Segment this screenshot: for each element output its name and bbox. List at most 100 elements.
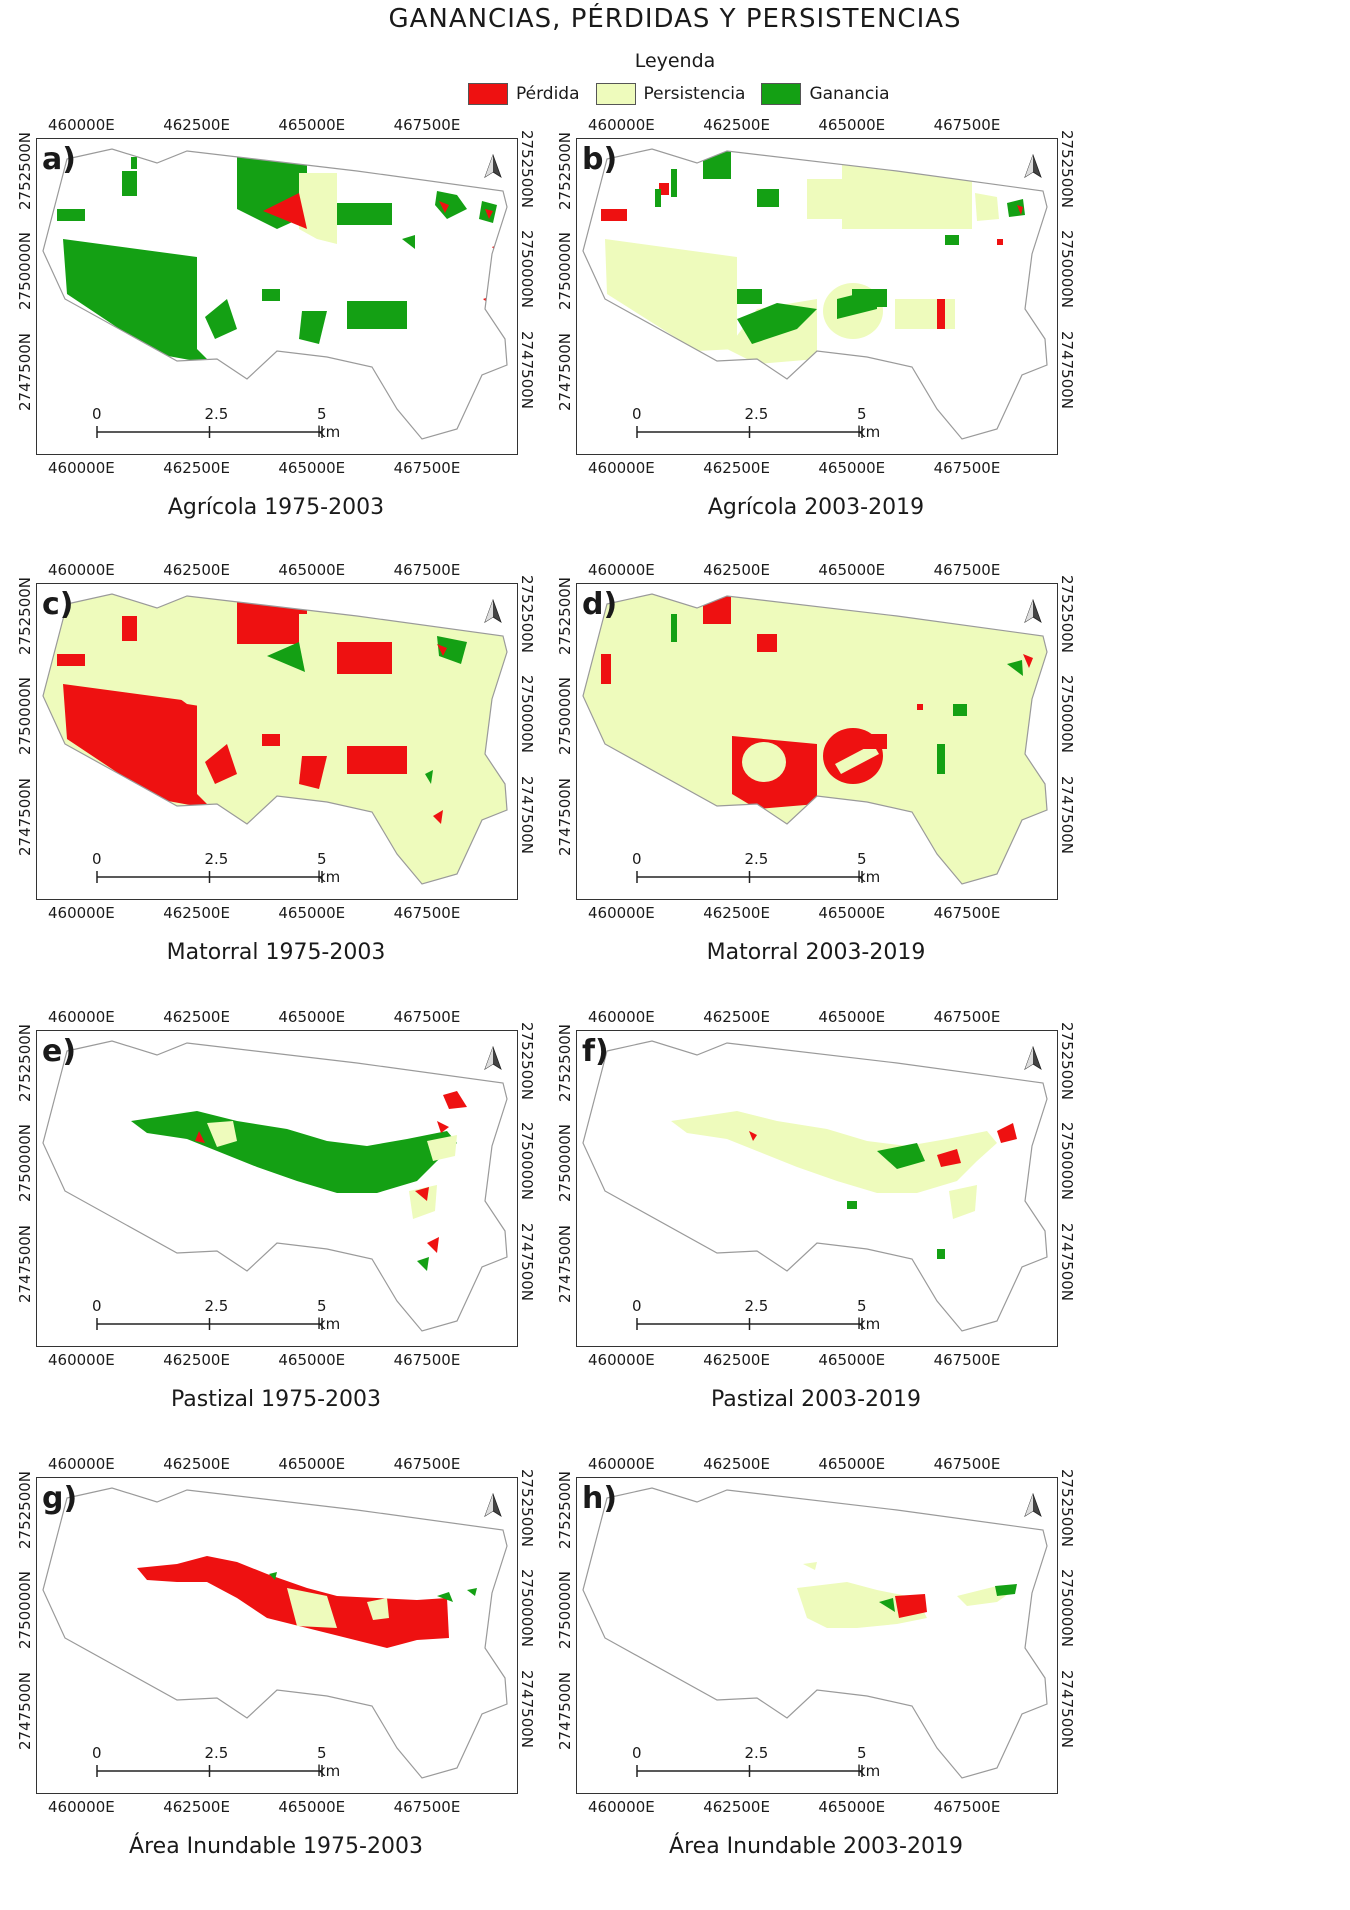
x-tick-label-bottom: 467500E [393,1798,461,1816]
x-tick-label-top: 465000E [278,1008,346,1026]
study-area-outline [42,1040,508,1332]
map-region [937,299,945,329]
y-tick-label-right: 2747500N [1058,776,1076,855]
x-tick-label-top: 462500E [703,561,770,579]
x-tick-label-bottom: 462500E [703,1798,770,1816]
x-tick-label-top: 462500E [703,1455,770,1473]
map-region [997,1123,1017,1143]
panel-letter: g) [42,1481,78,1516]
map-region [437,1121,449,1133]
figure-title: GANANCIAS, PÉRDIDAS Y PERSISTENCIAS [388,4,962,34]
map-region [937,1149,961,1167]
map-frame [36,583,518,900]
map-region [835,744,879,774]
map-region [917,704,923,710]
map-region [807,179,842,219]
x-tick-label-bottom: 467500E [393,904,461,922]
y-tick-label-right: 2752500N [1058,1468,1076,1547]
x-tick-label-top: 467500E [933,1008,1001,1026]
map-region [205,299,237,339]
scale-bar-label: 5 km [317,1297,341,1333]
x-tick-label-bottom: 467500E [933,1798,1001,1816]
x-tick-label-bottom: 460000E [48,1351,115,1369]
map-frame [576,583,1058,900]
y-tick-label-left: 2747500N [556,778,574,857]
x-tick-label-top: 467500E [393,1455,461,1473]
map-region [749,1131,757,1141]
y-tick-label-left: 2747500N [16,1672,34,1751]
map-region [347,301,407,329]
map-region [262,289,280,301]
x-tick-label-bottom: 465000E [818,1351,886,1369]
study-area-outline [582,148,1048,440]
map-region [337,203,392,225]
map-region [187,680,457,722]
panel-caption: Área Inundable 1975-2003 [129,1834,423,1859]
x-tick-label-top: 465000E [818,561,886,579]
y-tick-label-left: 2747500N [16,333,34,412]
map-region [601,209,627,221]
scale-bar-label: 0 [632,405,642,423]
map-region [757,189,779,207]
y-tick-label-left: 2752500N [16,576,34,655]
y-tick-label-right: 2747500N [1058,1670,1076,1749]
scale-bar-label: 5 km [857,1297,881,1333]
x-tick-label-top: 460000E [48,116,115,134]
study-area-outline [582,1040,1048,1332]
map-frame [36,1030,518,1347]
x-tick-label-top: 460000E [48,1455,115,1473]
map-region [63,239,212,364]
x-tick-label-bottom: 467500E [933,1351,1001,1369]
y-tick-label-right: 2750000N [1058,675,1076,754]
map-region [409,1185,437,1219]
x-tick-label-bottom: 465000E [818,459,886,477]
map-region [467,1588,477,1596]
map-svg [42,593,508,885]
map-region [605,239,737,351]
map-region [777,602,882,667]
map-svg [582,148,1048,440]
y-tick-label-left: 2750000N [16,1571,34,1650]
map-region [207,1121,237,1147]
map-region [439,201,449,213]
scale-bar-label: 0 [92,1744,102,1762]
x-tick-label-bottom: 460000E [48,1798,115,1816]
x-tick-label-bottom: 465000E [278,459,346,477]
x-tick-label-top: 467500E [933,116,1001,134]
map-region [847,1201,857,1209]
x-tick-label-bottom: 465000E [278,904,346,922]
study-area-outline [42,148,508,440]
map-frame [576,1477,1058,1794]
legend-swatch-persistencia [595,83,636,105]
map-region [237,602,307,644]
map-region [437,644,447,656]
x-tick-label-bottom: 467500E [933,459,1001,477]
map-region [195,1131,205,1143]
legend-label-persistencia: Persistencia [643,84,746,104]
x-tick-label-top: 460000E [48,1008,115,1026]
map-region [655,189,661,207]
scale-bar-label: 5 km [317,405,341,441]
scale-bar-label: 0 [632,1744,642,1762]
scale-bar-label: 5 km [317,850,341,886]
x-tick-label-bottom: 460000E [588,904,655,922]
x-tick-label-bottom: 462500E [703,1351,770,1369]
map-svg [582,593,1048,885]
map-region [402,235,415,249]
map-region [299,756,327,789]
map-region [122,616,137,641]
map-region [737,303,817,344]
map-region [757,634,779,652]
panel-caption: Agrícola 2003-2019 [707,495,925,520]
map-region [497,694,507,714]
map-region [63,684,212,809]
x-tick-label-top: 465000E [818,1008,886,1026]
map-svg [582,1040,1048,1332]
y-tick-label-right: 2747500N [518,331,536,410]
scale-bar-label: 2.5 [204,405,229,423]
map-region [443,1091,467,1109]
y-tick-label-left: 2752500N [556,576,574,655]
north-arrow-icon [484,1492,502,1517]
north-arrow-icon [1024,1045,1042,1070]
x-tick-label-top: 465000E [278,116,346,134]
